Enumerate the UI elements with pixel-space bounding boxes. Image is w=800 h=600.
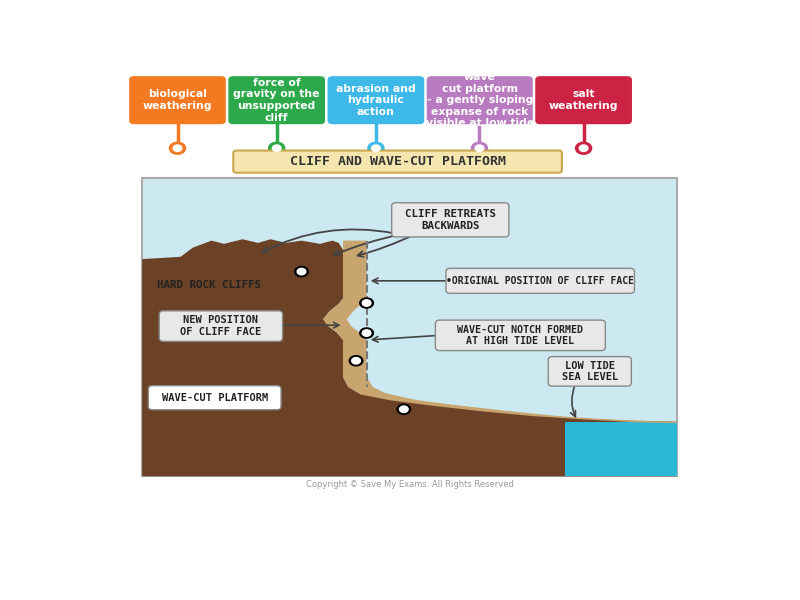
Text: force of
gravity on the
unsupported
cliff: force of gravity on the unsupported clif…: [234, 78, 320, 122]
Polygon shape: [565, 422, 677, 476]
Text: CLIFF RETREATS
BACKWARDS: CLIFF RETREATS BACKWARDS: [405, 209, 496, 230]
Text: CLIFF AND WAVE-CUT PLATFORM: CLIFF AND WAVE-CUT PLATFORM: [290, 155, 506, 168]
FancyBboxPatch shape: [548, 356, 631, 386]
Polygon shape: [323, 241, 677, 423]
FancyBboxPatch shape: [535, 76, 632, 124]
Circle shape: [397, 404, 410, 415]
Circle shape: [269, 142, 285, 154]
Circle shape: [272, 145, 281, 151]
FancyBboxPatch shape: [228, 76, 325, 124]
FancyBboxPatch shape: [446, 268, 634, 293]
Text: WAVE-CUT PLATFORM: WAVE-CUT PLATFORM: [162, 393, 268, 403]
Circle shape: [575, 142, 592, 154]
FancyBboxPatch shape: [234, 151, 562, 173]
Circle shape: [579, 145, 588, 151]
FancyBboxPatch shape: [392, 203, 509, 237]
Circle shape: [350, 356, 363, 366]
FancyBboxPatch shape: [148, 386, 281, 410]
Circle shape: [371, 145, 380, 151]
FancyBboxPatch shape: [435, 320, 606, 350]
Circle shape: [170, 142, 186, 154]
Text: salt
weathering: salt weathering: [549, 89, 618, 111]
Circle shape: [399, 406, 408, 412]
Text: LOW TIDE
SEA LEVEL: LOW TIDE SEA LEVEL: [562, 361, 618, 382]
Circle shape: [294, 266, 308, 277]
Circle shape: [297, 268, 306, 275]
Circle shape: [352, 358, 360, 364]
Text: WAVE-CUT NOTCH FORMED
AT HIGH TIDE LEVEL: WAVE-CUT NOTCH FORMED AT HIGH TIDE LEVEL: [458, 325, 583, 346]
Text: •ORIGINAL POSITION OF CLIFF FACE: •ORIGINAL POSITION OF CLIFF FACE: [446, 276, 634, 286]
FancyBboxPatch shape: [159, 311, 282, 341]
FancyBboxPatch shape: [142, 178, 677, 476]
FancyBboxPatch shape: [327, 76, 424, 124]
Text: Copyright © Save My Exams. All Rights Reserved: Copyright © Save My Exams. All Rights Re…: [306, 479, 514, 488]
Circle shape: [360, 328, 374, 338]
Text: biological
weathering: biological weathering: [142, 89, 212, 111]
Text: NEW POSITION
OF CLIFF FACE: NEW POSITION OF CLIFF FACE: [180, 316, 262, 337]
Text: abrasion and
hydraulic
action: abrasion and hydraulic action: [336, 83, 416, 117]
Text: HARD ROCK CLIFFS: HARD ROCK CLIFFS: [157, 280, 261, 290]
Circle shape: [173, 145, 182, 151]
Circle shape: [471, 142, 487, 154]
FancyBboxPatch shape: [129, 76, 226, 124]
Circle shape: [368, 142, 384, 154]
Circle shape: [362, 330, 371, 336]
Text: wave
cut platform
- a gently sloping
expanse of rock
visible at low tide: wave cut platform - a gently sloping exp…: [426, 72, 534, 128]
Circle shape: [360, 298, 374, 308]
Circle shape: [475, 145, 484, 151]
Circle shape: [362, 300, 371, 306]
Polygon shape: [142, 239, 677, 476]
FancyBboxPatch shape: [426, 76, 533, 124]
